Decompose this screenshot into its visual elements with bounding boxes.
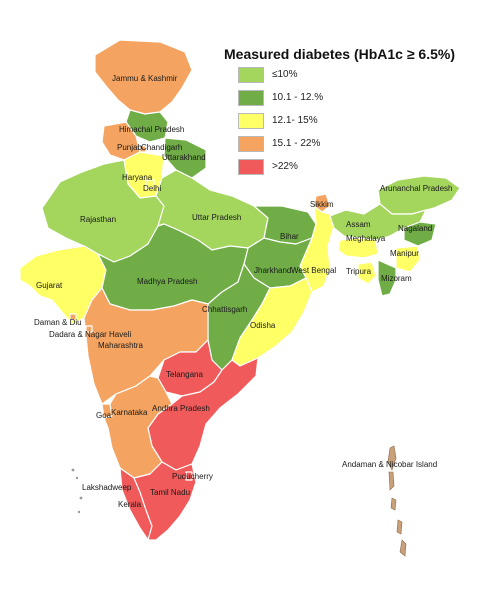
- label-dnh: Dadara & Nagar Haveli: [49, 330, 131, 339]
- region-od: [231, 277, 313, 367]
- label-dl: Delhi: [143, 184, 161, 193]
- label-arp: Arunanchal Pradesh: [380, 184, 453, 193]
- label-ka: Karnataka: [111, 408, 148, 417]
- region-mn: [395, 245, 421, 273]
- label-od: Odisha: [250, 321, 276, 330]
- label-up: Uttar Pradesh: [192, 213, 241, 222]
- label-ld: Lakshadweep: [82, 483, 132, 492]
- label-as: Assam: [346, 220, 371, 229]
- legend-label: 10.1 - 12.%: [272, 92, 324, 103]
- label-mz: Mizoram: [381, 274, 412, 283]
- label-gj: Gujarat: [36, 281, 63, 290]
- legend-item: 10.1 - 12.%: [224, 87, 464, 108]
- label-nl: Nagaland: [398, 224, 432, 233]
- legend-swatch: [238, 66, 264, 83]
- legend-item: >22%: [224, 156, 464, 177]
- label-hr: Haryana: [122, 173, 153, 182]
- legend-title: Measured diabetes (HbA1c ≥ 6.5%): [224, 46, 455, 62]
- region-py: [185, 471, 193, 481]
- label-pb: Punjab: [117, 143, 142, 152]
- region-tn: [133, 461, 197, 541]
- region-an: [387, 445, 407, 557]
- legend-label: >22%: [272, 161, 298, 172]
- region-ml: [337, 237, 379, 259]
- region-uk: [163, 137, 207, 179]
- legend-swatch: [238, 89, 264, 106]
- legend-swatch: [238, 158, 264, 175]
- legend-swatch: [238, 112, 264, 129]
- region-dnh: [85, 325, 93, 333]
- label-ml: Meghalaya: [346, 234, 386, 243]
- label-br: Bihar: [280, 232, 299, 241]
- label-hp: Himachal Pradesh: [119, 125, 184, 134]
- label-tr: Tripura: [346, 267, 372, 276]
- legend-swatch: [238, 135, 264, 152]
- label-sk: Sikkim: [310, 200, 334, 209]
- legend-label: 15.1 - 22%: [272, 138, 321, 149]
- label-jk: Jammu & Kashmir: [112, 74, 178, 83]
- region-arp: [377, 175, 461, 215]
- label-an: Andaman & Nicobar Island: [342, 460, 437, 469]
- legend-item: 15.1 - 22%: [224, 133, 464, 154]
- region-dd: [69, 313, 77, 321]
- legend-item: ≤10%: [224, 64, 464, 85]
- label-kl: Kerala: [118, 500, 142, 509]
- label-uk: Uttarakhand: [162, 153, 206, 162]
- legend: Measured diabetes (HbA1c ≥ 6.5%) ≤10% 10…: [224, 46, 464, 177]
- label-mn: Manipur: [390, 249, 419, 258]
- region-ch: [139, 145, 147, 153]
- label-mp: Madhya Pradesh: [137, 277, 197, 286]
- label-ch: Chandigarh: [141, 143, 182, 152]
- label-dd: Daman & Diu: [34, 318, 82, 327]
- label-ap: Andhra Pradesh: [152, 404, 210, 413]
- label-ga: Goa: [96, 411, 112, 420]
- region-ld: [71, 468, 83, 514]
- region-dl: [145, 179, 155, 189]
- label-mh: Maharashtra: [98, 341, 143, 350]
- legend-label: 12.1- 15%: [272, 115, 318, 126]
- label-wb: West Bengal: [291, 266, 336, 275]
- legend-label: ≤10%: [272, 69, 298, 80]
- label-rj: Rajasthan: [80, 215, 116, 224]
- region-sk: [313, 193, 331, 213]
- region-mz: [377, 259, 397, 297]
- label-py: Puducherry: [172, 472, 213, 481]
- label-tn: Tamil Nadu: [150, 488, 190, 497]
- region-jk: [94, 39, 193, 115]
- region-nl: [403, 221, 437, 247]
- label-jh: Jharkhand: [254, 266, 291, 275]
- legend-item: 12.1- 15%: [224, 110, 464, 131]
- label-cg: Chhattisgarh: [202, 305, 247, 314]
- region-tr: [357, 261, 377, 285]
- label-tg: Telangana: [166, 370, 203, 379]
